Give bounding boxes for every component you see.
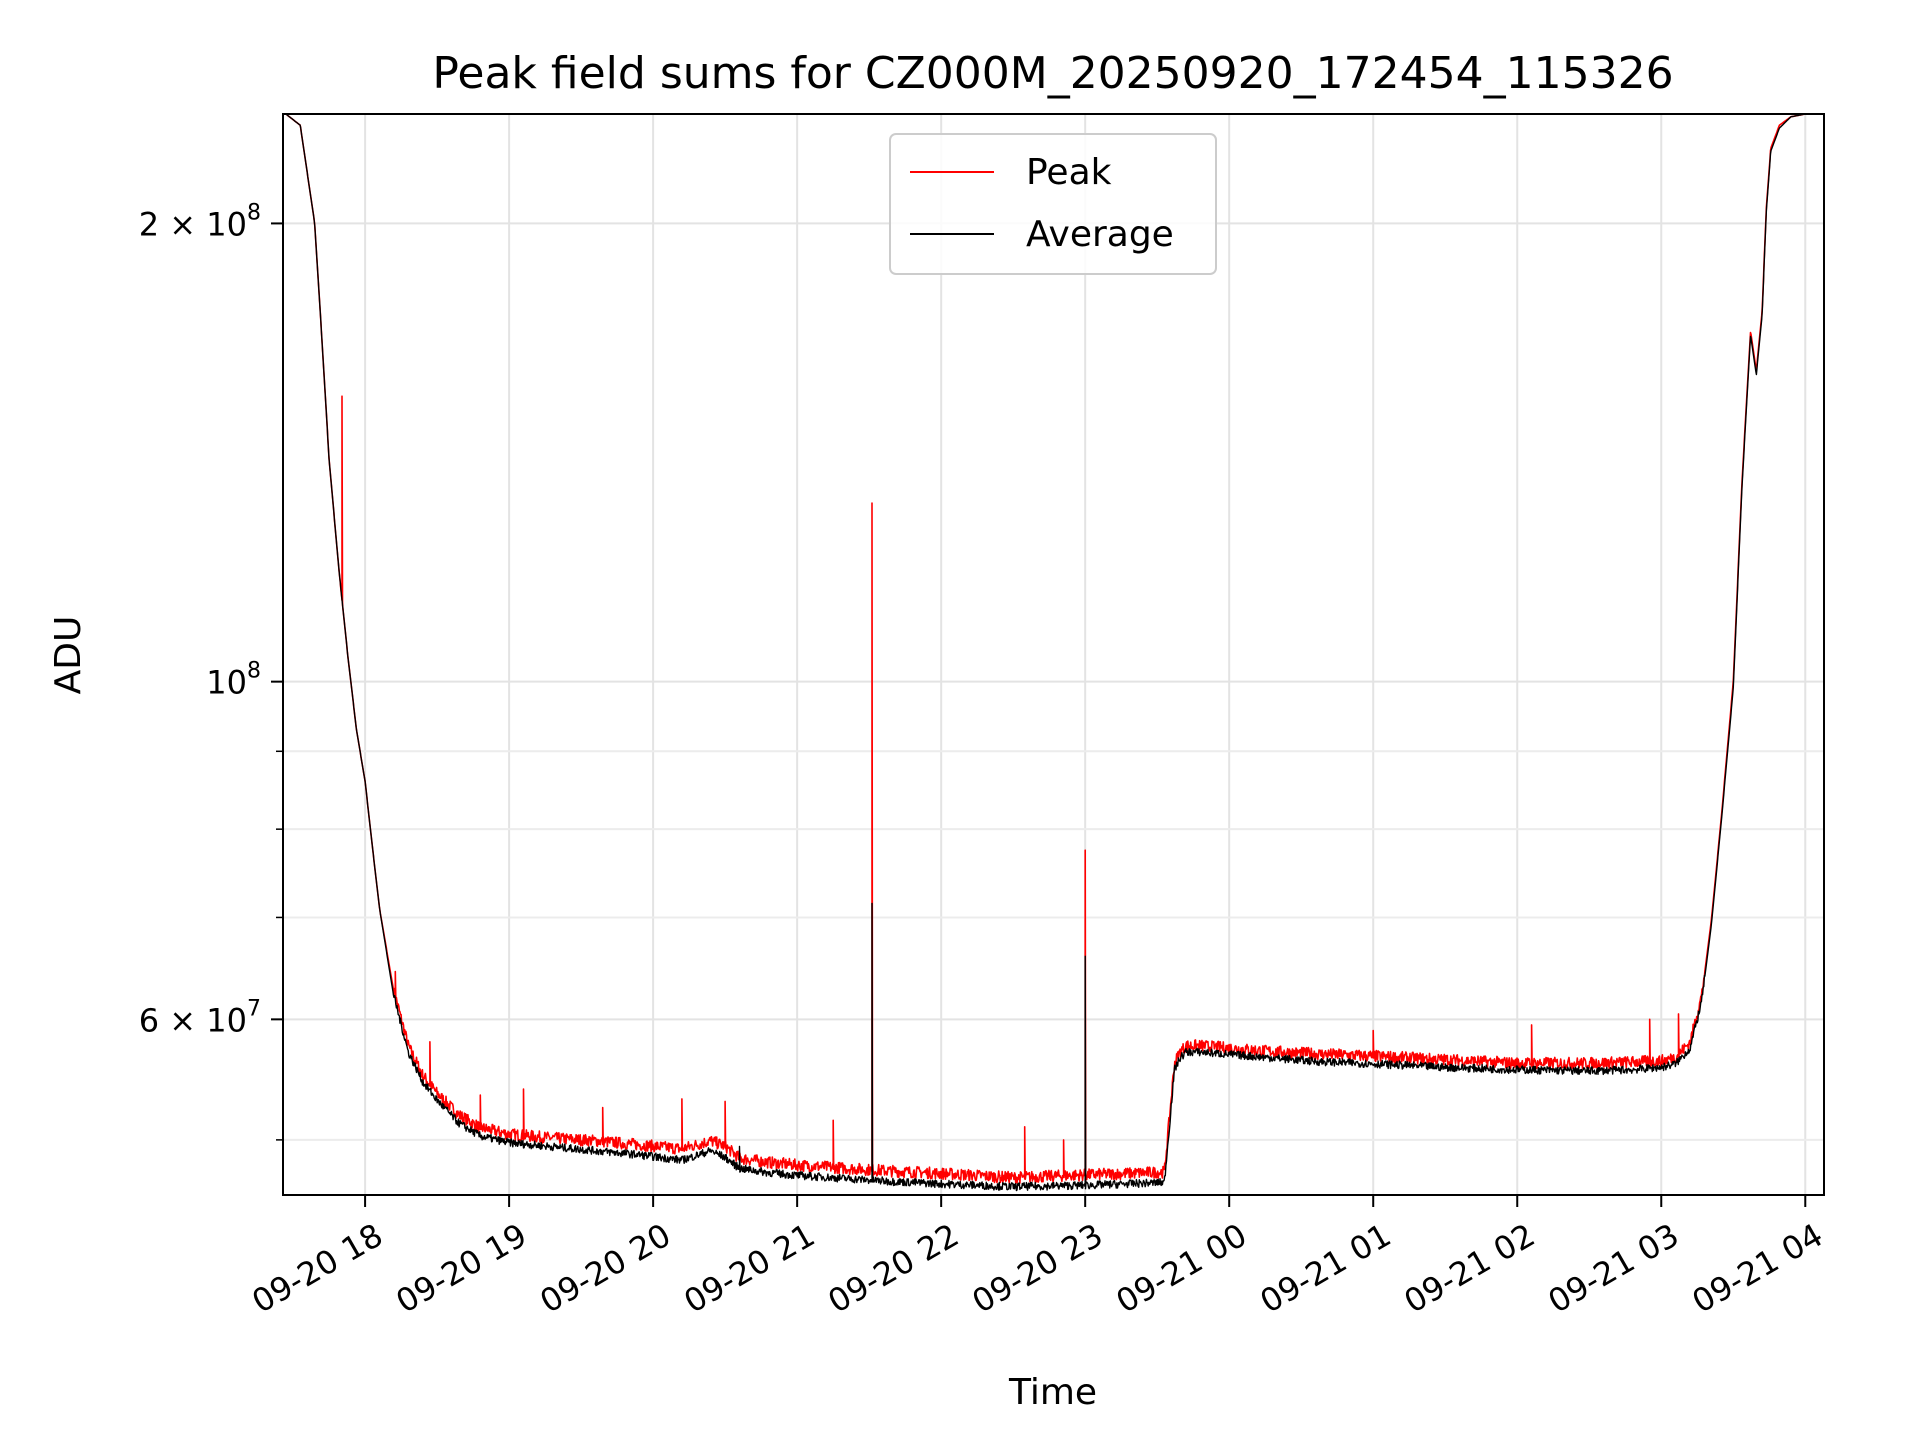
- chart-title: Peak field sums for CZ000M_20250920_1724…: [432, 48, 1673, 99]
- y-tick-label-base: 2 × 10: [139, 205, 247, 243]
- grid: [283, 114, 1824, 1195]
- y-tick-label: 2 × 108: [139, 200, 261, 243]
- y-tick-label: 6 × 107: [139, 996, 261, 1039]
- series-layer: [285, 113, 1823, 1192]
- y-tick-label: 108: [206, 659, 261, 702]
- y-tick-label-base: 6 × 10: [139, 1001, 247, 1039]
- y-tick-label-exponent: 8: [247, 200, 261, 225]
- y-tick-label-exponent: 7: [247, 996, 261, 1021]
- y-tick-label-base: 10: [206, 664, 247, 702]
- legend-label-peak: Peak: [1026, 152, 1112, 193]
- x-axis-label: Time: [1008, 1372, 1097, 1413]
- legend-label-average: Average: [1026, 214, 1174, 255]
- y-axis-label: ADU: [48, 616, 89, 695]
- plot-frame: [282, 113, 1825, 1196]
- series-line-average: [285, 113, 1823, 1192]
- legend-box: [889, 133, 1217, 275]
- legend: Peak Average: [889, 133, 1217, 275]
- y-tick-label-exponent: 8: [247, 659, 261, 684]
